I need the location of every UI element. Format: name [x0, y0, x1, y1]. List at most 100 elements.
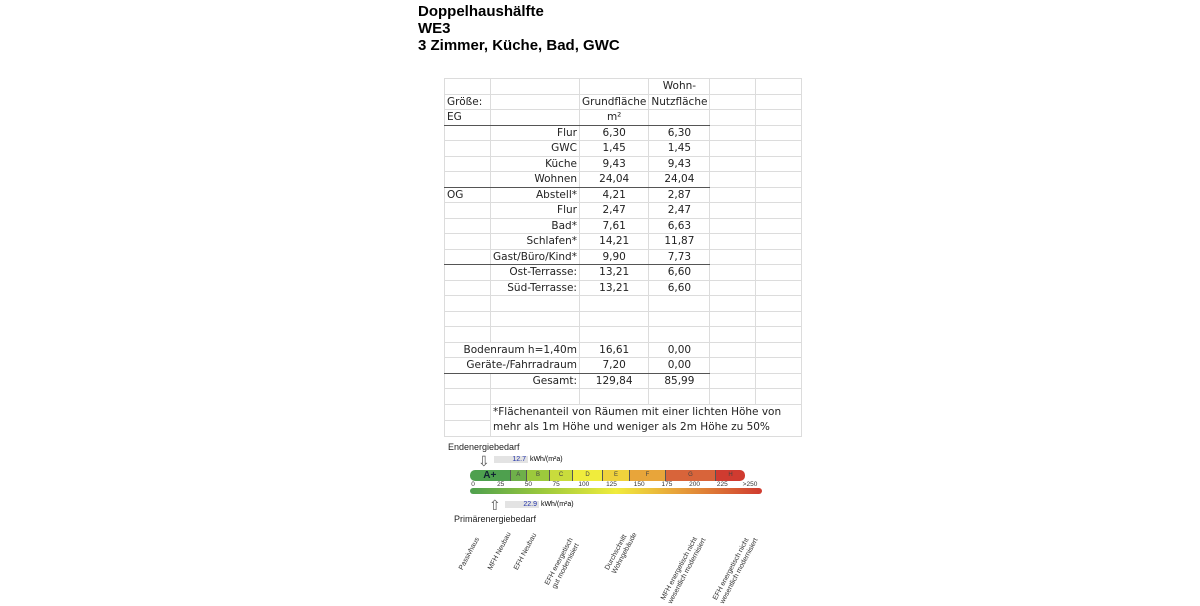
room-name: Süd-Terrasse: — [490, 279, 580, 296]
empty-cell — [578, 326, 650, 343]
empty-cell — [755, 264, 803, 281]
energy-tick: 25 — [497, 481, 505, 488]
energy-class-0: A+ — [470, 470, 511, 481]
empty-cell — [709, 171, 757, 188]
energy-gradient — [470, 488, 762, 494]
energy-tick: 125 — [606, 481, 617, 488]
grundflaeche-value: 1,45 — [578, 140, 650, 157]
empty-cell — [648, 326, 711, 343]
empty-cell — [444, 124, 491, 141]
empty-cell — [444, 264, 491, 281]
wohnflaeche-value: 9,43 — [648, 155, 711, 172]
empty-cell — [755, 233, 803, 250]
empty-cell — [709, 279, 757, 296]
empty-cell — [709, 295, 757, 312]
grundflaeche-value: 7,20 — [578, 357, 650, 374]
empty-cell — [444, 233, 491, 250]
building-category-label: Passivhaus — [458, 536, 481, 572]
room-name: Gast/Büro/Kind* — [490, 248, 580, 265]
title-line2: WE3 — [418, 20, 451, 37]
energy-class-5: E — [603, 470, 630, 481]
energy-tick: 50 — [524, 481, 533, 488]
empty-cell — [648, 295, 711, 312]
empty-cell — [709, 388, 757, 405]
room-name: Abstell* — [490, 186, 580, 203]
title-line3: 3 Zimmer, Küche, Bad, GWC — [418, 37, 620, 54]
empty-cell — [709, 310, 757, 327]
empty-cell — [755, 217, 803, 234]
wohnflaeche-value: 2,47 — [648, 202, 711, 219]
table-row: OG Abstell* 4,21 2,87 — [444, 186, 803, 203]
empty-cell — [578, 310, 650, 327]
end-energy-label: Endenergiebedarf — [448, 442, 520, 452]
room-name: Flur — [490, 202, 580, 219]
energy-class-7: G — [666, 470, 716, 481]
empty-cell — [755, 124, 803, 141]
empty-cell — [755, 326, 803, 343]
room-name: GWC — [490, 140, 580, 157]
empty-cell — [648, 310, 711, 327]
energy-class-2: B — [527, 470, 550, 481]
wohnflaeche-value: 6,63 — [648, 217, 711, 234]
grundflaeche-value: 2,47 — [578, 202, 650, 219]
room-name: Geräte-/Fahrradraum — [444, 357, 580, 374]
empty-cell — [755, 372, 803, 389]
energy-tick: 175 — [661, 481, 673, 488]
energy-tick: 75 — [552, 481, 560, 488]
table-row: Geräte-/Fahrradraum 7,20 0,00 — [444, 357, 803, 374]
empty-cell — [709, 186, 757, 203]
empty-cell — [709, 217, 757, 234]
grundflaeche-value: 13,21 — [578, 264, 650, 281]
empty-cell — [709, 326, 757, 343]
grundflaeche-value: 13,21 — [578, 279, 650, 296]
table-row: Ost-Terrasse: 13,21 6,60 — [444, 264, 803, 281]
empty-cell — [709, 248, 757, 265]
table-row: Gast/Büro/Kind* 9,90 7,73 — [444, 248, 803, 265]
energy-tick: 150 — [633, 481, 645, 488]
empty-cell — [490, 295, 580, 312]
empty-cell — [709, 341, 757, 358]
grundflaeche-value: 14,21 — [578, 233, 650, 250]
empty-cell — [648, 388, 711, 405]
empty-cell — [490, 310, 580, 327]
empty-cell — [755, 341, 803, 358]
label-og: OG — [444, 186, 491, 203]
energy-tick: 200 — [689, 481, 701, 488]
empty-cell — [709, 124, 757, 141]
empty-cell — [709, 202, 757, 219]
building-category-label: MFH energetisch nicht wesentlich moderni… — [660, 536, 708, 606]
energy-tick: 0 — [471, 481, 475, 488]
table-row: Wohnen 24,04 24,04 — [444, 171, 803, 188]
table-row: Bodenraum h=1,40m 16,61 0,00 — [444, 341, 803, 358]
empty-cell — [709, 372, 757, 389]
empty-cell — [755, 248, 803, 265]
primary-energy-value: 22.9 kWh/(m²a) — [505, 501, 574, 508]
empty-cell — [709, 233, 757, 250]
energy-tick: 225 — [716, 481, 728, 488]
header-unit: m² — [578, 109, 650, 126]
header-wohn2: Nutzfläche — [648, 93, 711, 110]
header-groesse: Größe: — [444, 93, 491, 110]
grundflaeche-value: 24,04 — [578, 171, 650, 188]
wohnflaeche-value: 2,87 — [648, 186, 711, 203]
energy-class-8: H — [716, 470, 745, 481]
empty-cell — [444, 326, 491, 343]
wohnflaeche-value: 7,73 — [648, 248, 711, 265]
wohnflaeche-value: 0,00 — [648, 357, 711, 374]
header-wohn1: Wohn- — [648, 78, 711, 95]
empty-cell — [490, 326, 580, 343]
empty-cell — [709, 264, 757, 281]
header-eg: EG — [444, 109, 491, 126]
primary-arrow-icon: ⇧ — [489, 497, 501, 513]
empty-cell — [444, 140, 491, 157]
energy-class-4: D — [573, 470, 603, 481]
grundflaeche-value: 7,61 — [578, 217, 650, 234]
empty-cell — [709, 357, 757, 374]
grundflaeche-value: 16,61 — [578, 341, 650, 358]
empty-cell — [444, 217, 491, 234]
table-row: Flur 6,30 6,30 — [444, 124, 803, 141]
grundflaeche-value: 9,43 — [578, 155, 650, 172]
empty-cell — [755, 357, 803, 374]
empty-cell — [755, 279, 803, 296]
building-category-label: MFH Neubau — [487, 531, 513, 572]
